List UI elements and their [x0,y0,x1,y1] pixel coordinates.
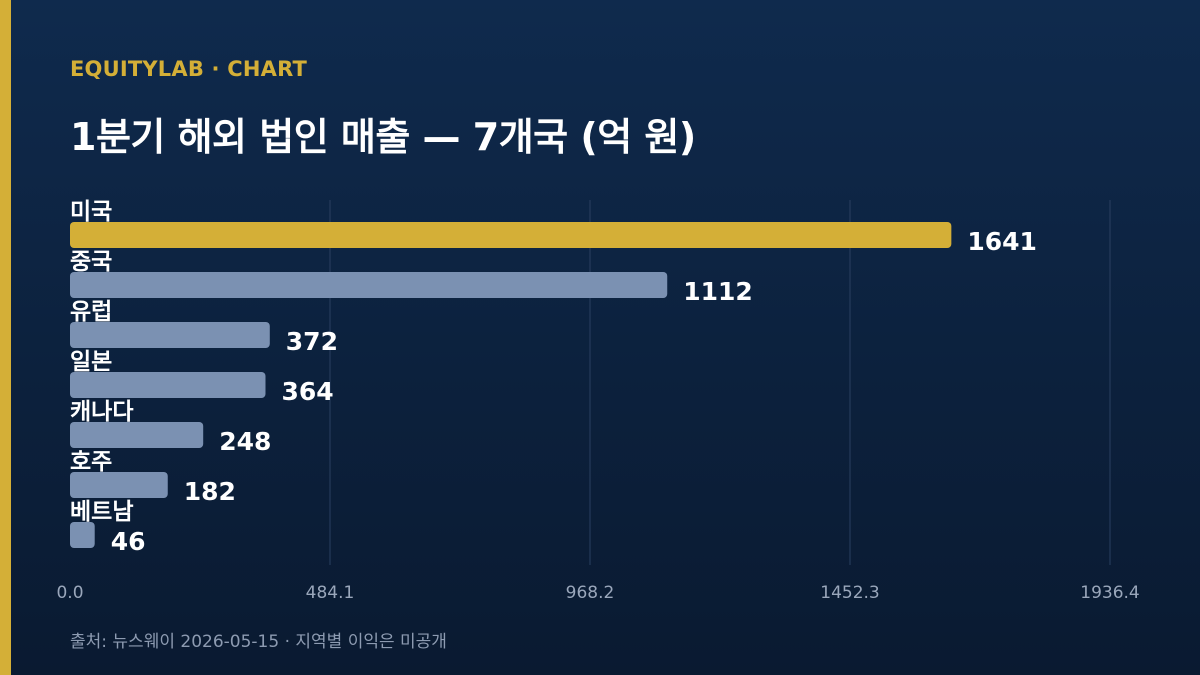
x-tick-label: 968.2 [566,583,615,603]
bar [70,322,270,348]
category-label: 캐나다 [70,399,133,425]
category-label: 호주 [70,449,112,475]
x-axis-ticks: 0.0 484.1 968.2 1452.3 1936.4 [56,583,1139,603]
x-tick-label: 1452.3 [820,583,879,603]
x-tick-label: 0.0 [56,583,83,603]
value-label: 1641 [967,227,1037,256]
value-label: 248 [219,427,271,456]
value-label: 1112 [683,277,753,306]
category-label: 중국 [70,249,112,275]
value-label: 46 [111,527,146,556]
accent-stripe [0,0,11,675]
bar [70,422,204,448]
grid-layer [329,200,1111,565]
chart-title: 1분기 해외 법인 매출 — 7개국 (억 원) [70,115,696,159]
bar [70,372,266,398]
category-label: 유럽 [70,299,112,325]
x-tick-label: 1936.4 [1080,583,1139,603]
x-tick-label: 484.1 [306,583,355,603]
bar [70,472,168,498]
value-label: 182 [184,477,236,506]
category-label: 미국 [70,199,112,225]
bar [70,522,95,548]
source-note: 출처: 뉴스웨이 2026-05-15 · 지역별 이익은 미공개 [70,632,447,652]
bar [70,272,668,298]
bar [70,222,952,248]
value-label: 364 [281,377,333,406]
category-label: 베트남 [70,499,133,525]
eyebrow-label: EQUITYLAB · CHART [70,57,308,81]
category-label: 일본 [70,349,112,375]
value-label: 372 [286,327,338,356]
